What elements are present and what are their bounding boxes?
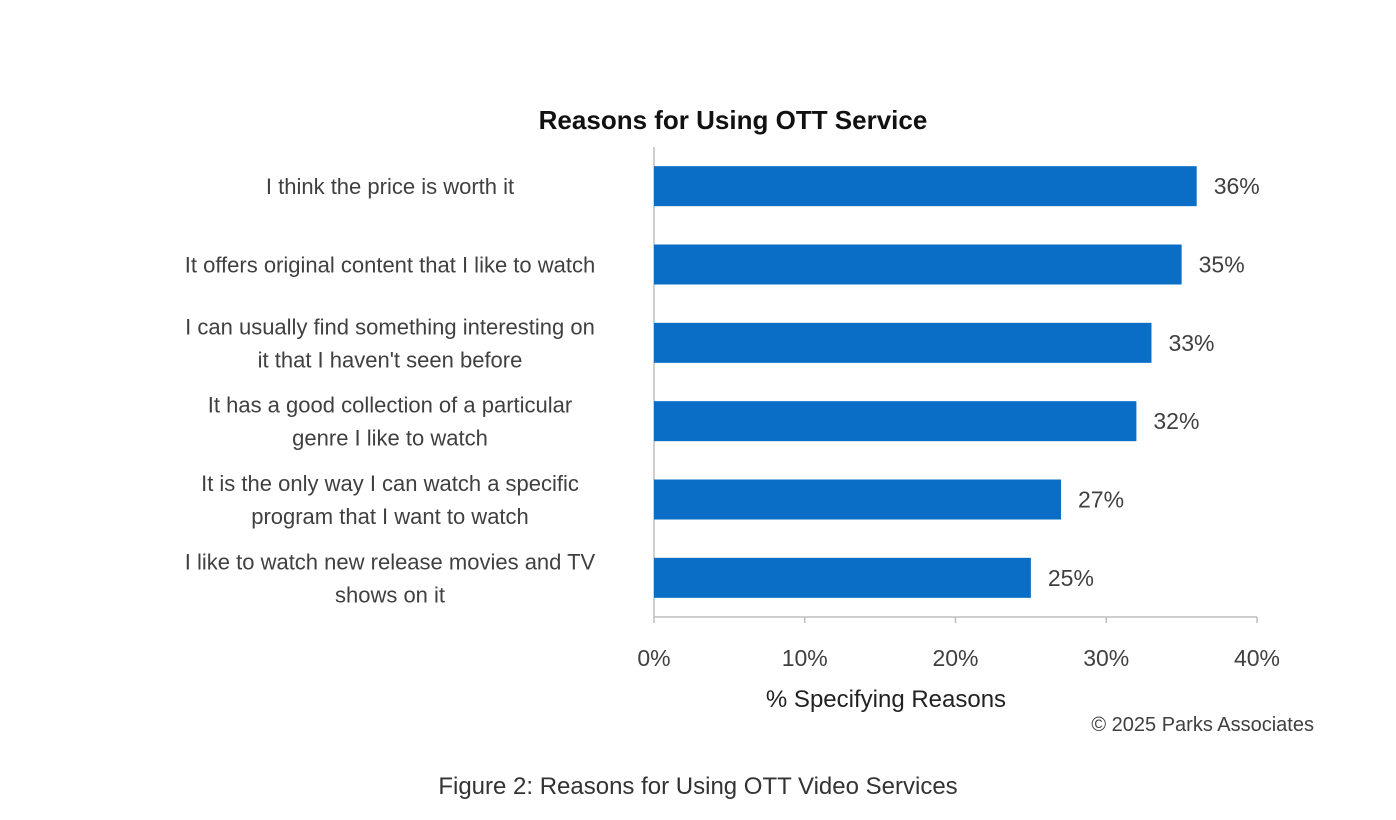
category-label: I like to watch new release movies and T… (185, 549, 596, 607)
category-label: I think the price is worth it (266, 174, 514, 199)
data-label: 35% (1199, 252, 1245, 278)
bar-chart: Reasons for Using OTT Service 0% 10% 20% 30… (185, 105, 1314, 736)
bar (654, 557, 1031, 598)
x-tick-label: 40% (1234, 645, 1280, 671)
category-label-line: shows on it (335, 582, 445, 607)
x-tick-label: 30% (1083, 645, 1129, 671)
figure-caption: Figure 2: Reasons for Using OTT Video Se… (438, 773, 958, 800)
copyright-notice: © 2025 Parks Associates (1091, 714, 1314, 736)
category-label: It has a good collection of a particular… (208, 393, 572, 451)
bar (654, 401, 1137, 442)
category-label-line: I can usually find something interesting… (185, 314, 595, 339)
chart-title: Reasons for Using OTT Service (539, 105, 928, 135)
category-label: It is the only way I can watch a specifi… (201, 471, 579, 529)
bar (654, 479, 1062, 520)
data-label: 32% (1153, 408, 1199, 434)
data-label: 27% (1078, 487, 1124, 513)
category-label: I can usually find something interesting… (185, 314, 595, 372)
bar (654, 244, 1182, 285)
x-tick-label: 20% (932, 645, 978, 671)
category-label-line: program that I want to watch (251, 504, 529, 529)
plot-area: 0% 10% 20% 30% 40% 36% I think the price is wo… (185, 147, 1280, 671)
category-label-line: genre I like to watch (292, 426, 488, 451)
category-label-line: it that I haven't seen before (258, 347, 523, 372)
category-label-line: I like to watch new release movies and T… (185, 549, 596, 574)
data-label: 25% (1048, 565, 1094, 591)
x-tick-label: 0% (637, 645, 670, 671)
x-tick-label: 10% (782, 645, 828, 671)
category-label-line: It has a good collection of a particular (208, 393, 572, 418)
bar (654, 322, 1152, 363)
category-label-line: It is the only way I can watch a specifi… (201, 471, 579, 496)
category-label: It offers original content that I like t… (185, 253, 595, 278)
data-label: 36% (1214, 173, 1260, 199)
x-axis-title: % Specifying Reasons (766, 686, 1006, 713)
data-label: 33% (1168, 330, 1214, 356)
category-label-line: It offers original content that I like t… (185, 253, 595, 278)
category-label-line: I think the price is worth it (266, 174, 514, 199)
bar (654, 166, 1197, 207)
